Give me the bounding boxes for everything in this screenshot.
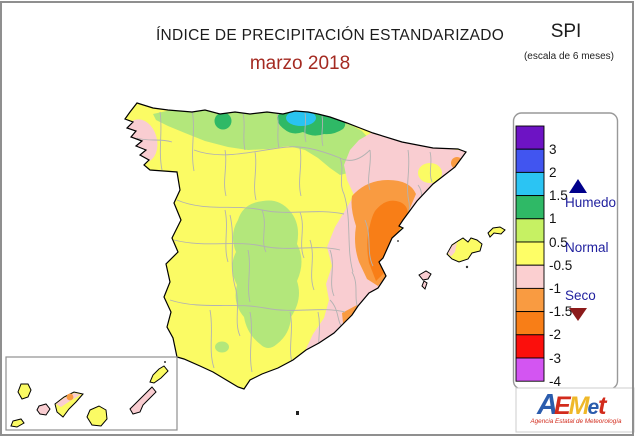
area-malaga-green-spot xyxy=(215,341,229,353)
island-graciosa-dot xyxy=(164,361,166,363)
logo-subtext: Agencia Estatal de Meteorología xyxy=(529,418,622,425)
island-mallorca-west-pink xyxy=(448,242,457,257)
island-lanzarote xyxy=(149,365,169,384)
legend-label-humedo: Humedo xyxy=(565,195,616,210)
legend-cell-m4-m3 xyxy=(515,357,545,382)
legend-cell-1-15 xyxy=(515,195,545,220)
island-fuerteventura xyxy=(129,386,157,415)
page-title: ÍNDICE DE PRECIPITACIÓN ESTANDARIZADO xyxy=(156,27,504,44)
legend-cell-m1-m05 xyxy=(515,264,545,289)
wet-up-triangle-icon xyxy=(569,179,587,193)
legend-tick: -1 xyxy=(549,281,561,296)
legend: 3 2 1.5 1 0.5 -0.5 -1 -1.5 -2 -3 -4 Hume… xyxy=(512,112,619,390)
island-gran-canaria xyxy=(86,405,108,427)
legend-tick: -1.5 xyxy=(549,304,572,319)
columbretes-dot xyxy=(397,240,399,242)
legend-tick: -3 xyxy=(549,351,561,366)
date-subtitle: marzo 2018 xyxy=(250,53,350,74)
area-central-plateau-green xyxy=(232,200,302,348)
area-valencia-dark-orange-core xyxy=(367,200,408,281)
balearic-islands xyxy=(418,226,506,290)
canary-inset xyxy=(5,356,178,431)
legend-label-normal: Normal xyxy=(565,240,609,255)
legend-ticks: 3 2 1.5 1 0.5 -0.5 -1 -1.5 -2 -3 -4 xyxy=(549,142,572,389)
area-girona-yellow-patch xyxy=(418,163,442,183)
legend-colorbar xyxy=(515,125,545,382)
scale-note: (escala de 6 meses) xyxy=(524,51,614,62)
dry-down-triangle-icon xyxy=(569,308,587,321)
spain-coastline xyxy=(124,102,467,390)
legend-tick: 1 xyxy=(549,211,557,226)
legend-cell-05-1 xyxy=(515,218,545,243)
legend-tick: 0.5 xyxy=(549,235,568,250)
legend-label-seco: Seco xyxy=(565,288,596,303)
legend-cell-m2-m15 xyxy=(515,311,545,336)
legend-cell-m3-m2 xyxy=(515,334,545,359)
island-tenerife-orange-spot xyxy=(66,393,74,401)
logo-wordmark: AEMet xyxy=(536,389,608,421)
index-abbreviation: SPI xyxy=(551,21,582,42)
island-menorca xyxy=(487,226,506,238)
legend-cell-2-3 xyxy=(515,148,545,173)
legend-cell-15-2 xyxy=(515,171,545,197)
province-borders xyxy=(136,109,433,373)
island-la-palma xyxy=(17,383,32,400)
legend-tick: -0.5 xyxy=(549,258,572,273)
legend-tick: -2 xyxy=(549,327,561,342)
legend-tick: 1.5 xyxy=(549,188,568,203)
logo-box xyxy=(515,387,635,433)
legend-tick: 3 xyxy=(549,142,557,157)
legend-cell-gt3 xyxy=(515,125,545,150)
legend-cell-m15-m1 xyxy=(515,287,545,313)
legend-tick: 2 xyxy=(549,165,557,180)
aemet-logo: AEMet Agencia Estatal de Meteorología xyxy=(515,387,635,433)
island-ibiza xyxy=(418,270,432,290)
legend-tick: -4 xyxy=(549,374,561,389)
alboran-dot xyxy=(296,411,299,415)
area-cantabria-cyan-core xyxy=(286,110,316,126)
area-asturias-green-spot xyxy=(214,112,232,130)
island-cabrera-dot xyxy=(465,265,469,269)
legend-cell-normal xyxy=(515,241,545,266)
island-la-gomera xyxy=(36,403,51,416)
island-el-hierro xyxy=(10,418,25,428)
